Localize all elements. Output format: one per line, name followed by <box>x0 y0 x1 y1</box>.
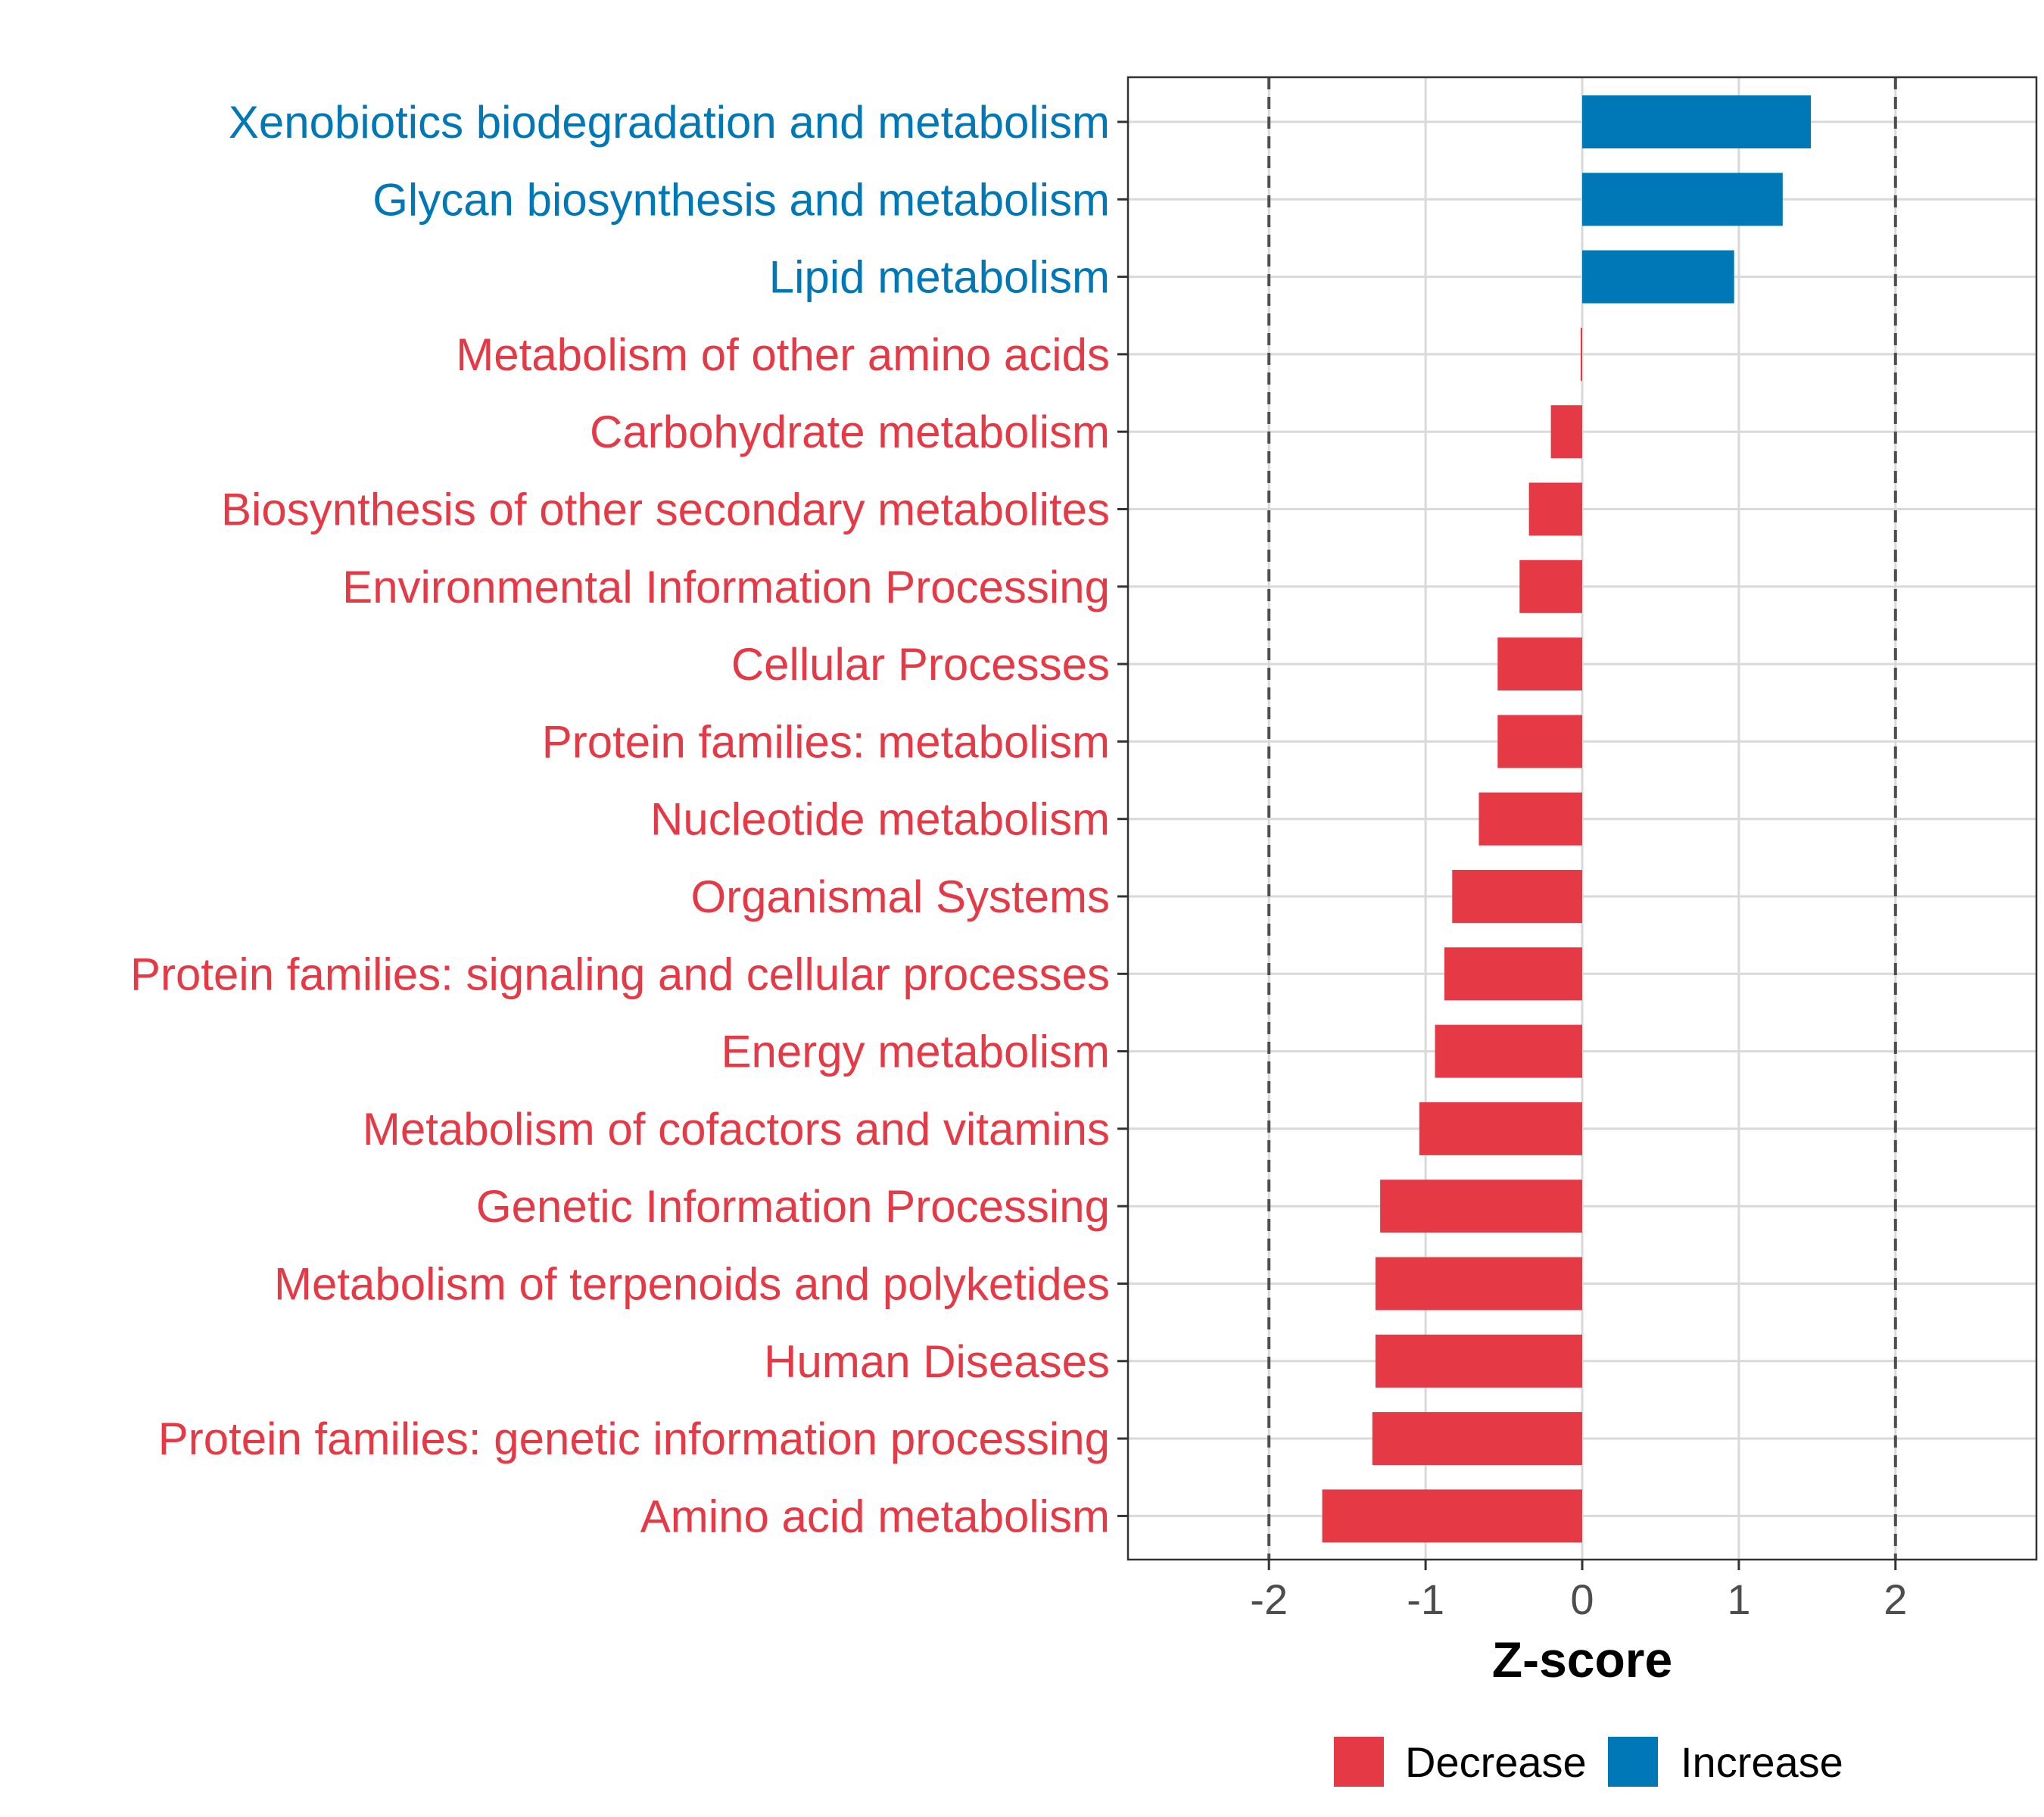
category-label-1: Xenobiotics biodegradation and metabolis… <box>229 97 1110 148</box>
legend: Decrease Increase <box>1334 1737 1843 1787</box>
category-label-2: Glycan biosynthesis and metabolism <box>372 174 1110 225</box>
bar-17 <box>1375 1334 1582 1388</box>
legend-label-decrease: Decrease <box>1405 1738 1587 1786</box>
bar-8 <box>1497 637 1582 691</box>
category-label-8: Cellular Processes <box>731 639 1110 690</box>
category-label-12: Protein families: signaling and cellular… <box>130 949 1110 999</box>
category-label-10: Nucleotide metabolism <box>650 794 1110 845</box>
category-label-15: Genetic Information Processing <box>476 1181 1110 1232</box>
bar-9 <box>1497 715 1582 768</box>
bar-15 <box>1380 1180 1582 1233</box>
category-label-6: Biosynthesis of other secondary metaboli… <box>221 485 1110 535</box>
bar-1 <box>1582 95 1812 148</box>
bar-18 <box>1372 1412 1582 1466</box>
bars <box>1322 95 1812 1543</box>
legend-key-increase <box>1608 1737 1658 1787</box>
category-label-5: Carbohydrate metabolism <box>590 407 1110 457</box>
bar-19 <box>1322 1489 1582 1543</box>
legend-label-increase: Increase <box>1681 1738 1843 1786</box>
bar-10 <box>1478 792 1582 846</box>
x-tick-label-1: -1 <box>1407 1575 1444 1623</box>
bar-6 <box>1528 482 1582 536</box>
category-label-7: Environmental Information Processing <box>342 562 1110 612</box>
bar-4 <box>1580 327 1582 381</box>
category-label-11: Organismal Systems <box>691 871 1110 922</box>
category-label-18: Protein families: genetic information pr… <box>158 1413 1110 1464</box>
category-label-19: Amino acid metabolism <box>640 1491 1110 1541</box>
category-label-16: Metabolism of terpenoids and polyketides <box>274 1259 1110 1310</box>
category-label-9: Protein families: metabolism <box>542 716 1110 767</box>
reference-lines <box>1267 77 1897 1560</box>
category-label-4: Metabolism of other amino acids <box>456 329 1110 380</box>
legend-key-decrease <box>1334 1737 1384 1787</box>
category-label-14: Metabolism of cofactors and vitamins <box>363 1104 1110 1155</box>
x-tick-label-3: 1 <box>1727 1575 1750 1623</box>
bar-3 <box>1582 250 1734 304</box>
bar-11 <box>1452 870 1582 923</box>
x-tick-label-0: -2 <box>1250 1575 1288 1623</box>
bar-2 <box>1582 173 1783 226</box>
x-tick-label-2: 0 <box>1570 1575 1594 1623</box>
x-axis-title: Z-score <box>1492 1632 1672 1688</box>
x-axis: -2 -1 0 1 2 <box>1250 1560 1907 1623</box>
bar-14 <box>1419 1102 1582 1155</box>
bar-7 <box>1519 559 1582 613</box>
y-axis: Xenobiotics biodegradation and metabolis… <box>130 97 1128 1541</box>
bar-16 <box>1375 1257 1582 1311</box>
category-label-3: Lipid metabolism <box>769 252 1110 303</box>
bar-13 <box>1435 1024 1582 1078</box>
bar-12 <box>1444 947 1582 1001</box>
category-label-17: Human Diseases <box>764 1336 1110 1387</box>
x-tick-label-4: 2 <box>1884 1575 1907 1623</box>
bar-5 <box>1550 405 1582 459</box>
category-label-13: Energy metabolism <box>721 1027 1110 1077</box>
